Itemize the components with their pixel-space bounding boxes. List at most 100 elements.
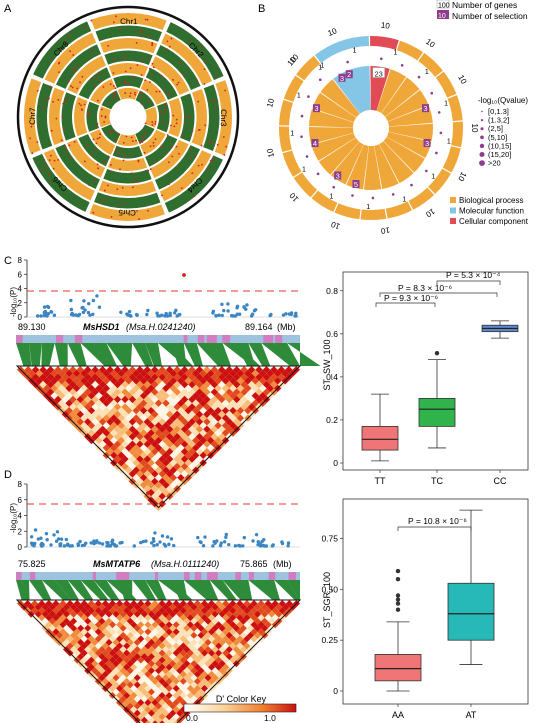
ld-cell (197, 688, 205, 696)
snp-point (160, 534, 165, 538)
circos-snp-dot (95, 78, 98, 80)
gene-c-name: MsHSD1 (83, 322, 120, 332)
ld-cell (87, 621, 95, 629)
go-center (353, 110, 389, 146)
ld-cell (102, 377, 111, 385)
ld-cell (173, 425, 181, 434)
ld-cell (257, 614, 265, 622)
ld-cell (158, 607, 166, 615)
ld-cell (43, 377, 51, 385)
go-inner-tick-label: 1 (318, 64, 322, 71)
go-qvalue-dot (300, 114, 304, 118)
circos-snp-dot (124, 57, 127, 59)
panel-letter-b: B (258, 3, 265, 15)
circos-snp-dot (161, 194, 163, 197)
ld-cell (140, 688, 148, 696)
snp-connector (196, 580, 219, 600)
ld-cell (136, 366, 144, 374)
ld-cell (200, 677, 209, 685)
ld-cell (70, 617, 78, 625)
ld-cell (140, 660, 148, 668)
snp-point (91, 298, 96, 303)
ld-cell (95, 436, 103, 445)
circos-snp-dot (116, 98, 118, 101)
circos-snp-dot (149, 168, 152, 170)
ld-cell (143, 418, 152, 426)
snp-point (39, 536, 43, 540)
circos-snp-dot (88, 107, 91, 109)
ld-cell (215, 607, 223, 615)
box-outlier (395, 601, 401, 606)
snp-point (40, 543, 44, 548)
ld-cell (76, 388, 85, 396)
circos-outer-ring (16, 5, 240, 229)
ld-cell (268, 617, 276, 625)
circos-snp-dot (180, 187, 183, 189)
ld-cell (151, 425, 159, 434)
circos-snp-dot (123, 80, 126, 83)
go-outer-segment (283, 75, 304, 102)
exon-block (77, 335, 83, 343)
circos-snp-dot (139, 142, 142, 144)
ld-cell (250, 628, 258, 636)
ld-cell (123, 663, 131, 671)
go-inner-tick-label: 1 (431, 173, 435, 180)
ld-cell (154, 459, 163, 467)
ld-cell (112, 617, 120, 625)
ld-cell (262, 366, 271, 374)
ld-cell (98, 631, 106, 639)
chromosome-label: Chr7 (28, 107, 37, 125)
ld-cell (184, 451, 193, 460)
ld-cell (143, 440, 152, 448)
ld-cell (169, 377, 178, 385)
snp-point (235, 304, 240, 309)
ld-cell (123, 600, 131, 608)
ld-cell (50, 377, 58, 385)
manhattan-d-ylabel: -log₁₀(P) (9, 503, 18, 533)
circos-snp-dot (36, 89, 39, 92)
ld-cell (121, 366, 129, 374)
circos-snp-dot (150, 73, 153, 76)
ld-cell (145, 720, 151, 723)
ld-cell (232, 403, 241, 411)
ld-cell (35, 377, 44, 385)
ld-cell (105, 645, 113, 654)
ld-cell (208, 607, 216, 615)
ld-cell (184, 414, 193, 422)
ld-cell (154, 617, 163, 625)
snp-point (97, 305, 102, 309)
circos-track-segment (135, 90, 155, 110)
ld-cell (243, 642, 251, 650)
ld-cell (200, 642, 209, 650)
go-wedge (309, 126, 354, 145)
snp-point (224, 535, 228, 539)
ld-cell (110, 414, 118, 422)
ld-cell (190, 653, 198, 661)
snp-point (251, 539, 255, 543)
ld-cell (119, 653, 127, 661)
ld-cell (143, 462, 152, 471)
ld-cell (70, 603, 78, 611)
ld-cell (254, 624, 262, 632)
snp-point (242, 535, 246, 540)
snp-point (237, 312, 242, 316)
ld-cell (183, 653, 191, 661)
ld-outline (15, 365, 302, 509)
ld-cell (126, 624, 134, 632)
ld-cell (211, 617, 219, 625)
ld-cell (165, 642, 173, 650)
ld-cell (165, 447, 174, 456)
circos-snp-dot (112, 21, 115, 24)
snp-point (33, 541, 37, 546)
ld-cell (184, 429, 193, 437)
snp-connector (80, 343, 113, 366)
ytick-label: 8 (18, 480, 23, 489)
ld-cell (84, 660, 92, 668)
circos-snp-dot (154, 159, 157, 162)
ld-cell (154, 444, 163, 452)
ld-cell (250, 600, 258, 608)
snp-connector (16, 343, 32, 366)
ld-cell (113, 410, 122, 419)
ld-cell (84, 395, 92, 404)
ld-cell (98, 373, 107, 381)
